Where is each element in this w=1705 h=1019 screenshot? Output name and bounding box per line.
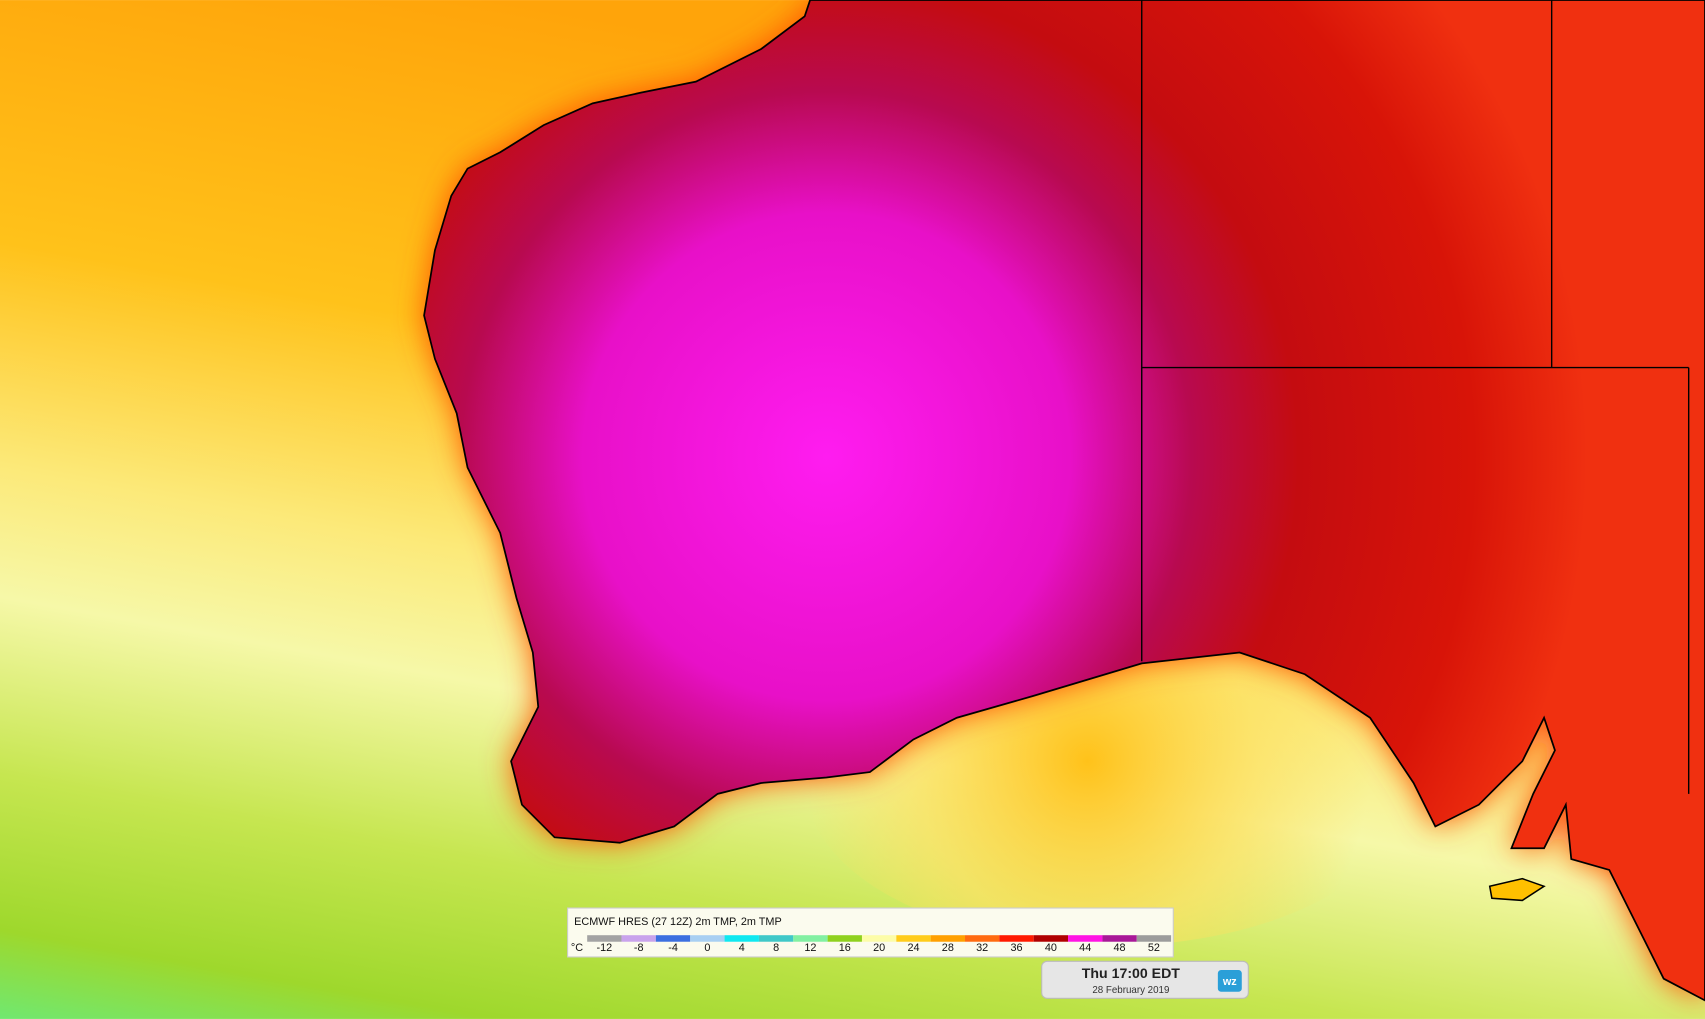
- logo: wz: [1222, 976, 1237, 988]
- legend-label: 36: [1010, 942, 1022, 954]
- legend-swatch: [1136, 935, 1172, 942]
- logo-box: [1217, 970, 1242, 992]
- legend-swatch: [861, 935, 897, 942]
- legend-swatch: [621, 935, 656, 942]
- legend-label: 44: [1079, 942, 1091, 954]
- legend-label: 12: [804, 942, 816, 954]
- legend-swatch: [896, 935, 931, 942]
- legend-swatch: [1102, 935, 1137, 942]
- legend-label: 0: [704, 942, 710, 954]
- legend-swatch: [965, 935, 1000, 942]
- legend-label: 40: [1045, 942, 1057, 954]
- state-borders: [1141, 0, 1690, 794]
- legend-label: 32: [976, 942, 988, 954]
- legend-label: -8: [634, 942, 644, 954]
- legend-title: ECMWF HRES (27 12Z) 2m TMP, 2m TMP: [574, 916, 782, 928]
- legend-swatch: [999, 935, 1034, 942]
- legend-swatch: [1033, 935, 1069, 942]
- legend-box: [567, 907, 1174, 958]
- time-label: Thu 17:00 EDT: [1082, 965, 1180, 981]
- legend-swatch: [587, 935, 622, 942]
- legend-label: 28: [942, 942, 954, 954]
- legend-label: 24: [907, 942, 919, 954]
- legend-swatch: [724, 935, 759, 942]
- legend-label: 8: [773, 942, 779, 954]
- legend-swatch: [690, 935, 725, 942]
- legend-swatch: [655, 935, 691, 942]
- legend-swatch: [930, 935, 966, 942]
- coastline: [423, 0, 1705, 1002]
- legend-swatch: [827, 935, 862, 942]
- legend-label: 20: [873, 942, 885, 954]
- legend-label: 16: [839, 942, 851, 954]
- legend-swatch: [1068, 935, 1103, 942]
- legend-label: 52: [1148, 942, 1160, 954]
- legend-swatch: [793, 935, 828, 942]
- legend: ECMWF HRES (27 12Z) 2m TMP, 2m TMP °C -1…: [567, 907, 1174, 958]
- legend-label: -12: [597, 942, 613, 954]
- legend-unit: °C: [571, 942, 583, 954]
- legend-label: 48: [1114, 942, 1126, 954]
- legend-label: 4: [739, 942, 745, 954]
- time-box: [1041, 960, 1249, 999]
- time-panel[interactable]: Thu 17:00 EDT 28 February 2019 wz: [1041, 960, 1249, 999]
- date-label: 28 February 2019: [1092, 985, 1169, 996]
- legend-label: -4: [668, 942, 678, 954]
- island: [1488, 877, 1546, 902]
- legend-swatch: [758, 935, 794, 942]
